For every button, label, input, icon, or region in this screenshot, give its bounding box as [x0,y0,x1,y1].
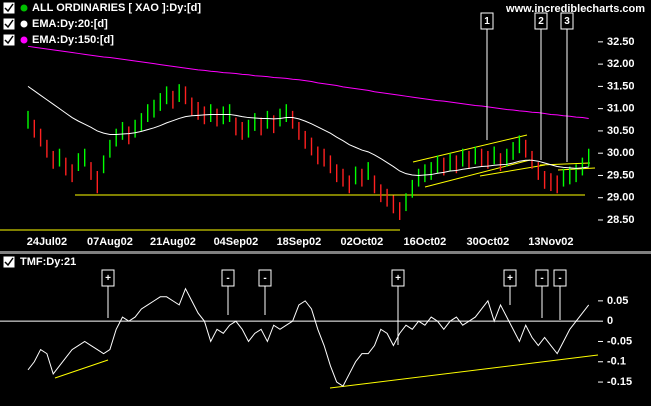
annotation-box [480,12,494,30]
legend-dot [20,36,28,44]
annotation-box [101,269,115,287]
annotation-label: 1 [484,16,490,27]
annotation-box [258,269,272,287]
x-tick-label: 30Oct02 [466,236,509,248]
x-tick-label: 24Jul02 [27,236,67,248]
y-tick-label: -0.1 [607,356,626,368]
indicator-line [27,287,590,387]
legend-label: TMF:Dy:21 [20,256,76,268]
y-tick-label: 0.05 [607,295,628,307]
y-tick-label: 31.00 [607,103,635,115]
annotation-box [503,269,517,287]
panel-divider [0,251,651,254]
x-tick-label: 04Sep02 [214,236,259,248]
annotation-box [221,269,235,287]
legend-label: EMA:Dy:20:[d] [32,18,108,30]
annotation-label: - [263,273,266,284]
x-tick-label: 18Sep02 [277,236,322,248]
legend-label: EMA:Dy:150:[d] [32,34,114,46]
y-tick-label: 29.50 [607,169,635,181]
annotation-label: 2 [538,16,544,27]
x-tick-label: 16Oct02 [403,236,446,248]
annotation-box [553,269,567,287]
legend-dot [20,4,28,12]
annotation-box [534,12,548,30]
annotation-label: - [540,273,543,284]
annotation-label: + [507,273,513,284]
x-tick-label: 13Nov02 [528,236,573,248]
annotation-label: 3 [564,16,570,27]
annotation-box [535,269,549,287]
y-tick-label: -0.05 [607,335,632,347]
x-tick-label: 21Aug02 [150,236,196,248]
y-tick-label: 30.00 [607,147,635,159]
watermark: www.incrediblecharts.com [505,3,645,15]
annotation-label: - [226,273,229,284]
y-tick-label: 28.50 [607,214,635,226]
legend-checks [4,3,14,267]
annotation-label: + [105,273,111,284]
indicator-line [27,45,589,119]
annotation-box [391,269,405,287]
x-tick-label: 02Oct02 [340,236,383,248]
annotation-label: + [395,273,401,284]
legend-dot [20,20,28,28]
x-tick-label: 07Aug02 [87,236,133,248]
annotation-box [560,12,574,30]
y-tick-label: 30.50 [607,125,635,137]
y-tick-label: 32.00 [607,58,635,70]
y-tick-label: 32.50 [607,36,635,48]
annotation-label: - [558,273,561,284]
indicator-line [27,85,589,176]
y-tick-label: 0 [607,315,613,327]
y-tick-label: -0.15 [607,376,632,388]
y-tick-label: 29.00 [607,192,635,204]
y-tick-label: 31.50 [607,80,635,92]
legend-label: ALL ORDINARIES [ XAO ]:Dy:[d] [32,2,201,14]
trendlines [0,134,599,389]
